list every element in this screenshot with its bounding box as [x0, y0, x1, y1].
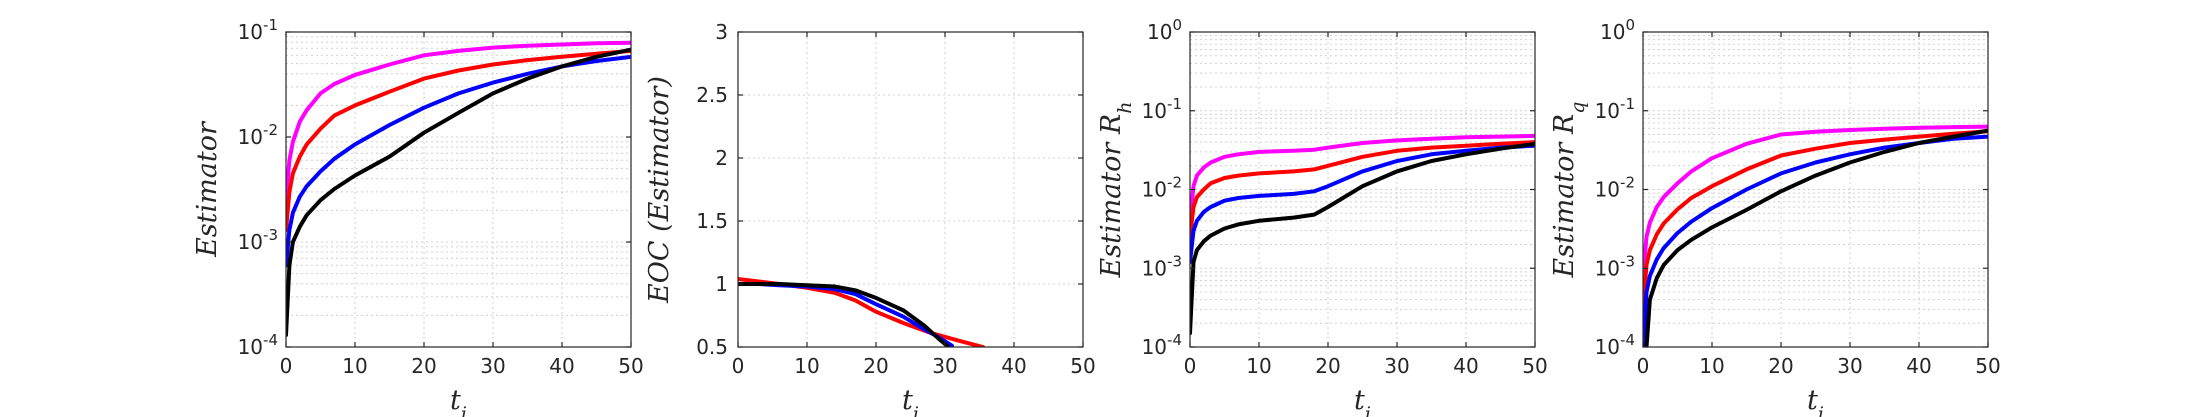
x-tick-label: 50 — [1522, 354, 1547, 378]
y-tick-label: 2.5 — [696, 83, 728, 107]
x-tick-label: 10 — [1699, 354, 1724, 378]
x-tick-label: 0 — [1637, 354, 1650, 378]
series-line-2 — [738, 282, 954, 347]
y-tick-label: 2 — [715, 146, 728, 170]
y-tick-label: 10-3 — [1595, 252, 1635, 280]
series-line-1 — [286, 40, 631, 203]
grid — [285, 32, 632, 348]
x-tick-label: 30 — [1384, 354, 1409, 378]
x-tick-label: 30 — [1837, 354, 1862, 378]
grid — [1642, 32, 1989, 348]
x-tick-label: 40 — [1453, 354, 1478, 378]
series-line-3 — [1643, 134, 1988, 347]
x-tick-label: 50 — [1975, 354, 2000, 378]
series-group — [738, 277, 985, 347]
series-line-1 — [1643, 124, 1988, 278]
y-tick-label: 10-1 — [238, 16, 278, 44]
x-tick-label: 10 — [794, 354, 819, 378]
x-axis-label: ti — [1807, 385, 1824, 417]
y-tick-label: 10-1 — [1142, 95, 1182, 123]
y-tick-label: 1 — [715, 272, 728, 296]
chart-panel-3: 0 10 20 30 40 50 10-4 10-3 10-2 10-1 100 ti Estimato… — [1096, 16, 1548, 417]
y-tick-label: 1.5 — [696, 209, 728, 233]
x-tick-label: 40 — [549, 354, 574, 378]
x-tick-label: 50 — [1070, 354, 1095, 378]
x-tick-label: 30 — [932, 354, 957, 378]
series-line-2 — [286, 48, 631, 232]
series-line-1 — [1190, 133, 1535, 223]
x-tick-label: 40 — [1001, 354, 1026, 378]
y-axis-label: Estimator Rh — [1096, 102, 1136, 279]
series-line-1 — [738, 277, 985, 347]
y-tick-label: 100 — [1147, 16, 1182, 44]
y-tick-label: 10-1 — [1595, 95, 1635, 123]
series-group — [1190, 133, 1535, 336]
chart-panel-4: 0 10 20 30 40 50 10-4 10-3 10-2 10-1 100 ti Estimato… — [1549, 16, 2001, 417]
x-axis-label: ti — [902, 385, 919, 417]
x-tick-label: 30 — [480, 354, 505, 378]
series-line-2 — [1643, 129, 1988, 312]
grid — [737, 31, 1084, 348]
x-tick-label: 20 — [863, 354, 888, 378]
series-line-3 — [1190, 143, 1535, 264]
axes-box — [737, 31, 1084, 348]
y-axis-label: EOC (Estimator) — [644, 76, 675, 304]
y-tick-label: 0.5 — [696, 335, 728, 359]
x-tick-label: 20 — [1768, 354, 1793, 378]
y-axis-label: Estimator — [192, 120, 223, 258]
x-axis-label: ti — [1354, 385, 1371, 417]
x-tick-label: 10 — [342, 354, 367, 378]
y-tick-label: 100 — [1600, 16, 1635, 44]
chart-panel-2: 0 10 20 30 40 50 0.5 1 1.5 2 2.5 3 ti EOC (Estimator) — [644, 20, 1096, 417]
series-line-3 — [286, 54, 631, 268]
x-tick-label: 10 — [1246, 354, 1271, 378]
y-tick-label: 10-4 — [1595, 331, 1635, 359]
series-line-4 — [1644, 128, 1988, 347]
axes-box — [285, 31, 632, 348]
y-tick-label: 10-3 — [1142, 252, 1182, 280]
series-line-4 — [1190, 141, 1535, 336]
x-tick-label: 0 — [732, 354, 745, 378]
y-tick-label: 10-4 — [1142, 331, 1182, 359]
y-tick-label: 3 — [715, 20, 728, 44]
y-tick-label: 10-2 — [1142, 174, 1182, 202]
series-line-3 — [738, 282, 951, 347]
x-tick-label: 50 — [618, 354, 643, 378]
chart-panel-1: 0 10 20 30 40 50 10-4 10-3 10-2 10-1 ti Estimator — [192, 16, 644, 417]
series-line-4 — [286, 47, 631, 337]
y-tick-label: 10-3 — [238, 226, 278, 254]
series-group — [1643, 124, 1988, 347]
y-tick-label: 10-2 — [1595, 174, 1635, 202]
x-tick-label: 20 — [411, 354, 436, 378]
grid — [1189, 32, 1536, 348]
x-tick-label: 0 — [1184, 354, 1197, 378]
y-tick-label: 10-2 — [238, 121, 278, 149]
x-tick-label: 20 — [1315, 354, 1340, 378]
x-tick-label: 40 — [1906, 354, 1931, 378]
x-tick-label: 0 — [280, 354, 293, 378]
x-axis-label: ti — [450, 385, 467, 417]
y-axis-label: Estimator Rq — [1549, 102, 1589, 279]
series-group — [286, 40, 631, 337]
y-tick-label: 10-4 — [238, 331, 278, 359]
series-line-2 — [1190, 140, 1535, 239]
